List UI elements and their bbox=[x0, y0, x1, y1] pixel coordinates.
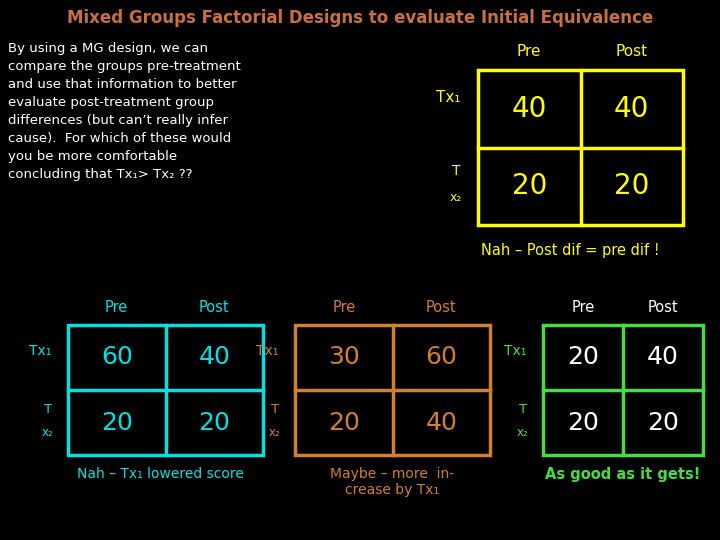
Text: Nah – Tx₁ lowered score: Nah – Tx₁ lowered score bbox=[77, 467, 244, 481]
Text: T: T bbox=[44, 403, 52, 416]
Text: Post: Post bbox=[199, 300, 230, 314]
Text: Post: Post bbox=[426, 300, 456, 314]
Text: 30: 30 bbox=[328, 346, 359, 369]
Text: 20: 20 bbox=[101, 410, 132, 435]
Text: T: T bbox=[519, 403, 527, 416]
Bar bbox=[543, 325, 703, 455]
Text: Mixed Groups Factorial Designs to evaluate Initial Equivalence: Mixed Groups Factorial Designs to evalua… bbox=[67, 9, 653, 27]
Text: 20: 20 bbox=[614, 172, 649, 200]
Bar bbox=[295, 325, 490, 455]
Text: 40: 40 bbox=[512, 94, 547, 123]
Text: 20: 20 bbox=[567, 410, 599, 435]
Text: Nah – Post dif = pre dif !: Nah – Post dif = pre dif ! bbox=[481, 243, 660, 258]
Text: x₂: x₂ bbox=[42, 426, 54, 438]
Text: 60: 60 bbox=[101, 346, 132, 369]
Text: Tx₁: Tx₁ bbox=[29, 344, 51, 358]
Text: 40: 40 bbox=[426, 410, 457, 435]
Text: 20: 20 bbox=[328, 410, 360, 435]
Text: By using a MG design, we can
compare the groups pre-treatment
and use that infor: By using a MG design, we can compare the… bbox=[8, 42, 240, 181]
Text: Tx₁: Tx₁ bbox=[256, 344, 278, 358]
Text: Tx₁: Tx₁ bbox=[504, 344, 526, 358]
Text: Pre: Pre bbox=[572, 300, 595, 314]
Text: 40: 40 bbox=[198, 346, 230, 369]
Text: 20: 20 bbox=[647, 410, 679, 435]
Text: Tx₁: Tx₁ bbox=[436, 90, 460, 105]
Text: 20: 20 bbox=[567, 346, 599, 369]
Text: Post: Post bbox=[648, 300, 678, 314]
Text: 60: 60 bbox=[426, 346, 457, 369]
Bar bbox=[68, 325, 263, 455]
Text: 40: 40 bbox=[647, 346, 679, 369]
Text: T: T bbox=[271, 403, 279, 416]
Text: Maybe – more  in-
crease by Tx₁: Maybe – more in- crease by Tx₁ bbox=[330, 467, 454, 497]
Text: Pre: Pre bbox=[105, 300, 128, 314]
Bar bbox=[478, 70, 683, 225]
Text: 20: 20 bbox=[512, 172, 547, 200]
Text: x₂: x₂ bbox=[517, 426, 529, 438]
Text: Pre: Pre bbox=[517, 44, 541, 59]
Text: x₂: x₂ bbox=[450, 191, 462, 204]
Text: Pre: Pre bbox=[332, 300, 356, 314]
Text: T: T bbox=[451, 164, 460, 178]
Text: 20: 20 bbox=[198, 410, 230, 435]
Text: As good as it gets!: As good as it gets! bbox=[545, 467, 701, 482]
Text: Post: Post bbox=[616, 44, 648, 59]
Text: x₂: x₂ bbox=[269, 426, 281, 438]
Text: 40: 40 bbox=[614, 94, 649, 123]
